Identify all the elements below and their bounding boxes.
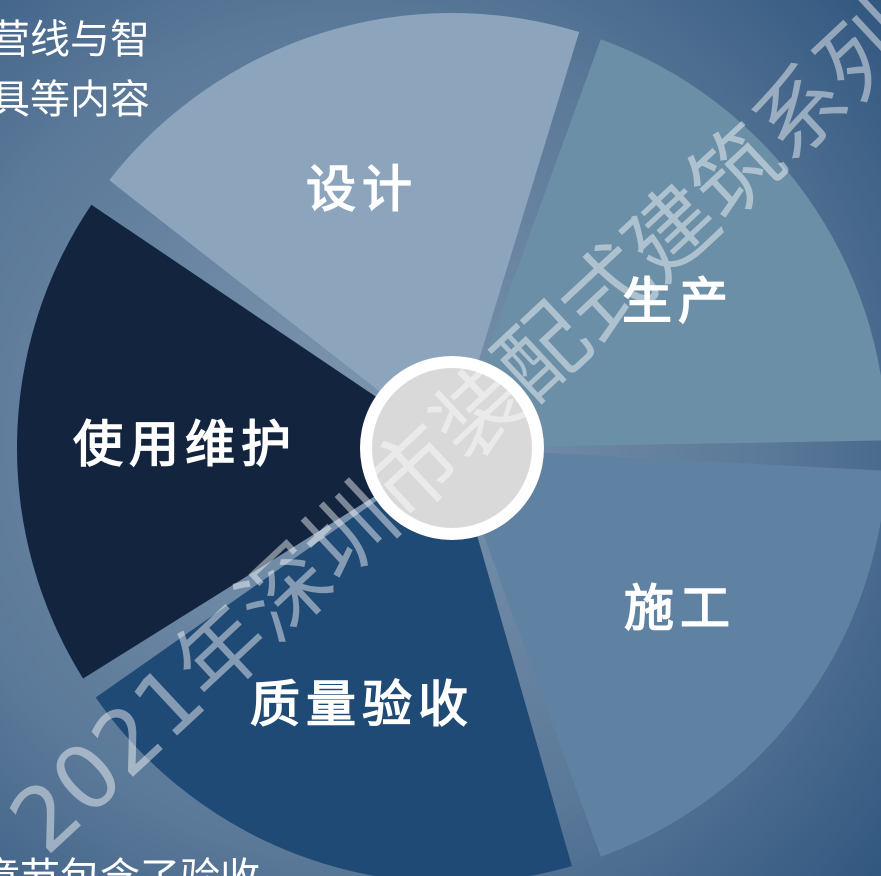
center-hub [372,368,532,528]
footer-text: 章节包含了验收 [0,855,260,876]
intro-line: 具等内容 [0,77,150,123]
intro-line: 营线与智 [0,17,150,63]
segment [95,448,572,876]
segment [452,448,881,857]
segment [16,204,452,679]
segment-label: 生产 [622,273,734,331]
segment [109,13,580,449]
segment-label: 设计 [306,161,418,219]
segment [452,39,881,448]
segment-label: 质量验收 [250,676,474,734]
segment-label: 使用维护 [73,416,297,474]
segment-label: 施工 [624,580,736,638]
